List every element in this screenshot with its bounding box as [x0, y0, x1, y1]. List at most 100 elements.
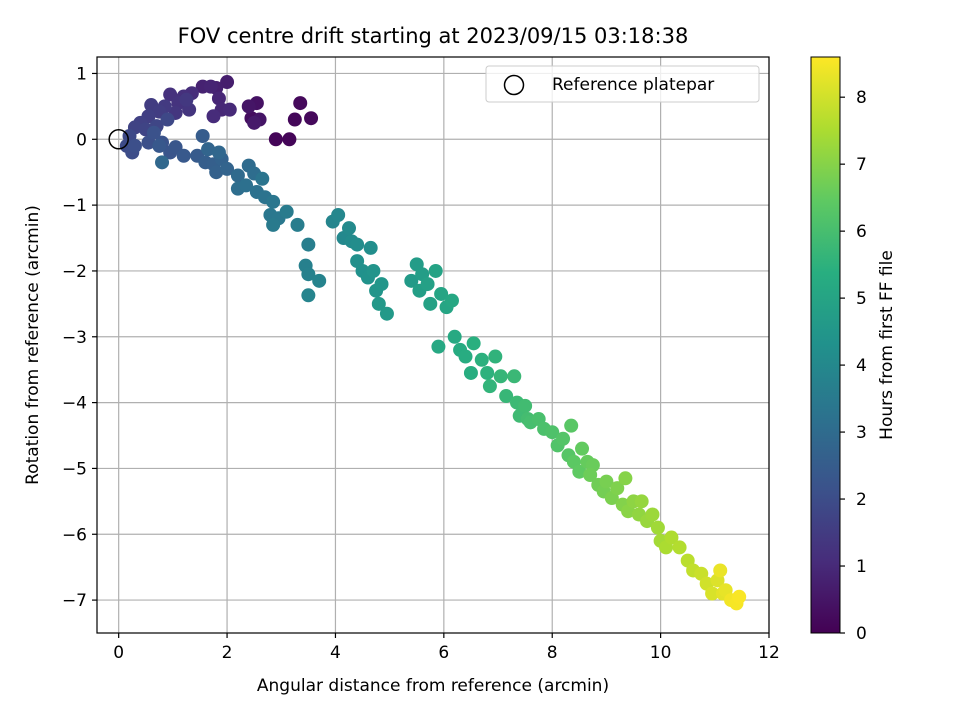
data-point: [230, 168, 245, 183]
colorbar-gradient: [810, 56, 841, 634]
data-point: [312, 273, 327, 288]
data-point: [176, 148, 191, 163]
data-point: [507, 369, 522, 384]
data-point: [301, 237, 316, 252]
y-tick-label: −4: [62, 394, 87, 414]
y-tick-label: −1: [62, 196, 87, 216]
data-point: [160, 112, 175, 127]
data-point: [268, 132, 283, 147]
data-point: [518, 398, 533, 413]
data-point: [564, 418, 579, 433]
data-point: [350, 237, 365, 252]
data-point: [572, 464, 587, 479]
data-points: [119, 75, 747, 611]
data-point: [480, 365, 495, 380]
data-point: [195, 128, 210, 143]
colorbar-tick-label: 2: [856, 490, 867, 510]
data-point: [618, 471, 633, 486]
reference-marker: [108, 129, 129, 150]
data-point: [463, 365, 478, 380]
data-point: [379, 306, 394, 321]
data-point: [672, 540, 687, 555]
y-tick-label: −5: [62, 459, 87, 479]
colorbar-tick-label: 0: [856, 624, 867, 644]
data-point: [266, 194, 281, 209]
data-point: [583, 468, 598, 483]
data-point: [428, 263, 443, 278]
data-point: [211, 91, 226, 106]
data-point: [493, 369, 508, 384]
colorbar-label: Hours from first FF file: [877, 250, 897, 440]
data-point: [255, 171, 270, 186]
y-tick-label: 1: [76, 64, 87, 84]
legend-marker: [503, 74, 525, 96]
legend-box: [485, 65, 760, 103]
colorbar-tick-label: 8: [856, 88, 867, 108]
data-point: [301, 267, 316, 282]
data-point: [203, 79, 218, 94]
data-point: [458, 349, 473, 364]
y-axis-ticks: −7 −6 −5 −4 −3 −2 −1 0 1: [62, 64, 97, 611]
data-point: [366, 263, 381, 278]
x-tick-label: 6: [438, 643, 449, 663]
data-point: [201, 142, 216, 157]
colorbar-ticks: 0 1 2 3 4 5 6 7 8: [840, 88, 867, 644]
data-point: [222, 102, 237, 117]
data-point: [301, 288, 316, 303]
data-point: [293, 96, 308, 111]
data-point: [488, 349, 503, 364]
data-point: [363, 240, 378, 255]
colorbar-tick-label: 7: [856, 155, 867, 175]
data-point: [664, 530, 679, 545]
x-tick-label: 4: [330, 643, 341, 663]
reference-platepar-marker: [108, 129, 129, 150]
x-axis-ticks: 0 2 4 6 8 10 12: [113, 633, 780, 663]
data-point: [179, 92, 194, 107]
data-point: [146, 125, 161, 140]
y-axis-label: Rotation from reference (arcmin): [23, 205, 43, 485]
colorbar-tick-label: 6: [856, 222, 867, 242]
data-point: [152, 138, 167, 153]
data-point: [404, 273, 419, 288]
data-point: [420, 277, 435, 292]
x-axis-label: Angular distance from reference (arcmin): [257, 676, 609, 696]
y-tick-label: −2: [62, 262, 87, 282]
y-tick-label: −6: [62, 525, 87, 545]
data-point: [247, 115, 262, 130]
data-point: [447, 329, 462, 344]
y-tick-label: −3: [62, 328, 87, 348]
data-point: [220, 75, 235, 90]
data-point: [209, 165, 224, 180]
data-point: [705, 586, 720, 601]
data-point: [545, 425, 560, 440]
data-point: [155, 155, 170, 170]
data-point: [434, 286, 449, 301]
data-point: [732, 589, 747, 604]
x-tick-label: 12: [758, 643, 780, 663]
chart-title: FOV centre drift starting at 2023/09/15 …: [178, 24, 689, 48]
colorbar: 0 1 2 3 4 5 6 7 8 Hours from first FF file: [810, 56, 897, 644]
x-tick-label: 0: [113, 643, 124, 663]
data-point: [206, 109, 221, 124]
colorbar-tick-label: 1: [856, 557, 867, 577]
data-point: [431, 339, 446, 354]
y-tick-label: −7: [62, 591, 87, 611]
data-point: [713, 563, 728, 578]
data-point: [645, 507, 660, 522]
data-point: [599, 474, 614, 489]
data-point: [266, 217, 281, 232]
data-point: [290, 217, 305, 232]
legend-entry-0: Reference platepar: [552, 75, 714, 95]
data-point: [220, 161, 235, 176]
legend: Reference platepar: [485, 65, 760, 103]
data-point: [575, 441, 590, 456]
data-point: [482, 379, 497, 394]
data-point: [241, 99, 256, 114]
data-point: [239, 178, 254, 193]
data-point: [499, 389, 514, 404]
data-point: [304, 111, 319, 126]
x-tick-label: 8: [547, 643, 558, 663]
data-point: [474, 352, 489, 367]
data-point: [374, 277, 389, 292]
